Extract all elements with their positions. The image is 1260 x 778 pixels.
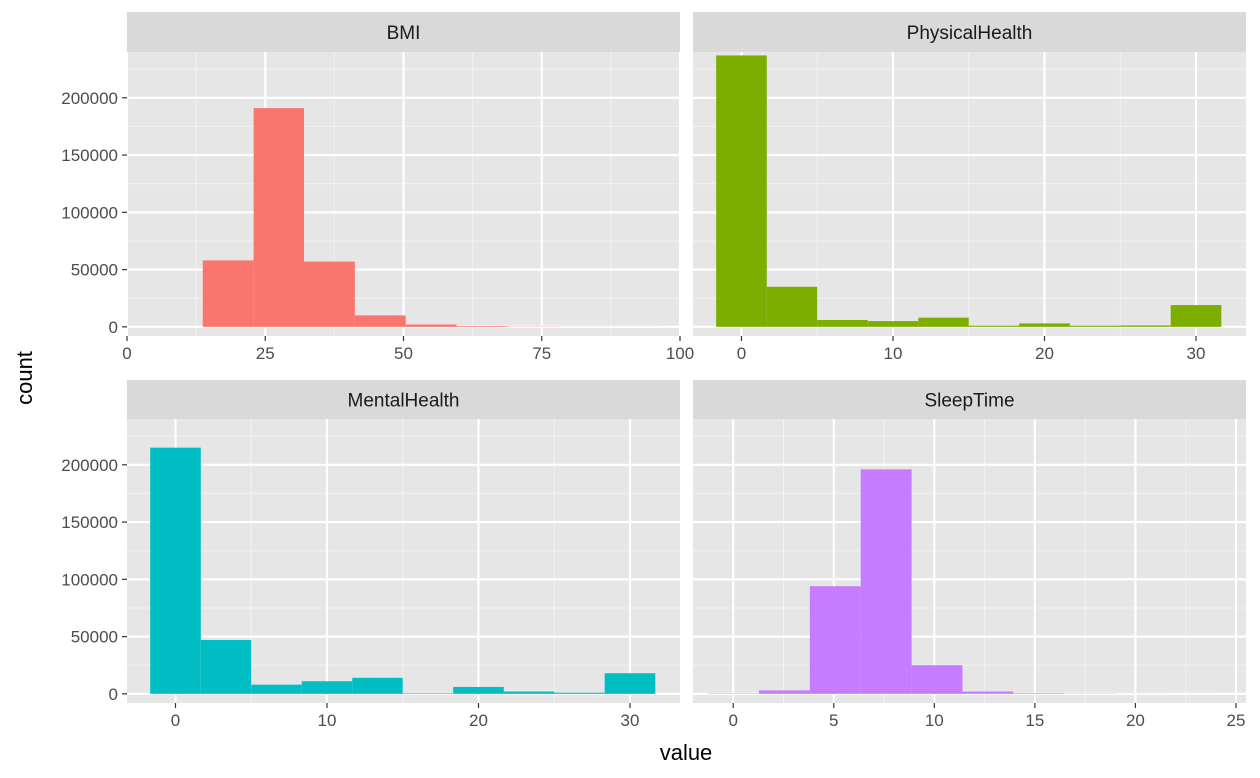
x-tick-label-mentalhealth-1: 10 [318, 711, 337, 730]
x-tick-label-sleeptime-2: 10 [925, 711, 944, 730]
x-tick-label-physicalhealth-3: 30 [1187, 344, 1206, 363]
y-tick-label-mentalhealth-3: 150000 [61, 513, 118, 532]
x-tick-label-bmi-1: 25 [256, 344, 275, 363]
facet-panel-sleeptime [693, 419, 1246, 703]
histogram-bar-bmi-2 [303, 261, 355, 327]
facet-strip-physicalhealth [693, 12, 1246, 52]
histogram-bar-mentalhealth-6 [453, 686, 504, 694]
x-tick-label-mentalhealth-0: 0 [171, 711, 180, 730]
histogram-bar-sleeptime-5 [962, 691, 1014, 694]
histogram-bar-mentalhealth-5 [402, 693, 454, 694]
histogram-bar-mentalhealth-7 [503, 691, 555, 694]
histogram-bar-bmi-4 [405, 324, 457, 327]
x-tick-label-physicalhealth-2: 20 [1035, 344, 1054, 363]
histogram-bar-physicalhealth-7 [1069, 325, 1121, 327]
x-tick-label-mentalhealth-3: 30 [621, 711, 640, 730]
histogram-bar-mentalhealth-0 [150, 447, 201, 694]
x-tick-label-sleeptime-1: 5 [829, 711, 838, 730]
facet-strip-mentalhealth [127, 380, 680, 419]
y-tick-label-mentalhealth-0: 0 [109, 685, 118, 704]
histogram-bar-bmi-1 [253, 108, 304, 327]
histogram-bar-physicalhealth-2 [817, 319, 868, 327]
x-tick-label-sleeptime-4: 20 [1126, 711, 1145, 730]
facet-strip-label-sleeptime: SleepTime [924, 391, 1014, 412]
facet-strip-label-physicalhealth: PhysicalHealth [907, 23, 1033, 44]
histogram-bar-mentalhealth-3 [301, 681, 353, 694]
histogram-bar-mentalhealth-1 [200, 640, 252, 694]
y-tick-label-bmi-0: 0 [109, 318, 118, 337]
x-tick-label-bmi-3: 75 [532, 344, 551, 363]
x-tick-label-sleeptime-5: 25 [1226, 711, 1245, 730]
facet-strip-bmi [127, 12, 680, 52]
histogram-bar-bmi-5 [456, 326, 508, 327]
x-tick-label-mentalhealth-2: 20 [469, 711, 488, 730]
x-tick-label-bmi-4: 100 [666, 344, 694, 363]
x-tick-label-sleeptime-0: 0 [728, 711, 737, 730]
y-axis-title: count [12, 351, 37, 405]
histogram-bar-sleeptime-4 [911, 665, 963, 694]
histogram-bar-bmi-3 [354, 315, 406, 327]
histogram-bar-sleeptime-6 [1013, 693, 1065, 694]
x-tick-label-sleeptime-3: 15 [1025, 711, 1044, 730]
facet-sleeptime: SleepTime 0 5 10 15 20 25 [693, 380, 1246, 730]
x-tick-label-bmi-2: 50 [394, 344, 413, 363]
histogram-bar-physicalhealth-8 [1120, 325, 1171, 327]
histogram-bar-physicalhealth-3 [867, 321, 919, 327]
facet-physicalhealth: PhysicalHealth 0 10 20 30 [693, 12, 1246, 363]
histogram-bar-physicalhealth-5 [968, 325, 1020, 327]
y-tick-label-mentalhealth-4: 200000 [61, 456, 118, 475]
histogram-bar-physicalhealth-1 [766, 286, 818, 327]
y-tick-label-bmi-4: 200000 [61, 89, 118, 108]
histogram-bar-physicalhealth-4 [918, 317, 969, 327]
histogram-bar-physicalhealth-0 [716, 55, 767, 327]
histogram-bar-sleeptime-2 [809, 586, 861, 694]
facet-bmi: BMI 0 25 50 75 100 0 50000 100000 150000 200000 [61, 12, 694, 363]
y-tick-label-mentalhealth-2: 100000 [61, 570, 118, 589]
histogram-bar-sleeptime-3 [860, 469, 912, 694]
histogram-bar-mentalhealth-9 [604, 673, 656, 694]
histogram-bar-mentalhealth-4 [352, 677, 403, 694]
x-tick-label-physicalhealth-0: 0 [737, 344, 746, 363]
histogram-bar-bmi-0 [202, 260, 254, 327]
y-tick-label-bmi-2: 100000 [61, 203, 118, 222]
y-tick-label-bmi-3: 150000 [61, 146, 118, 165]
facet-strip-label-mentalhealth: MentalHealth [348, 391, 460, 412]
facet-mentalhealth: MentalHealth 0 10 20 30 0 50000 100000 150000 200… [61, 380, 680, 730]
x-tick-label-physicalhealth-1: 10 [884, 344, 903, 363]
x-tick-label-bmi-0: 0 [122, 344, 131, 363]
histogram-bar-physicalhealth-6 [1019, 323, 1070, 327]
histogram-bar-physicalhealth-9 [1170, 305, 1222, 327]
y-tick-label-mentalhealth-1: 50000 [71, 628, 118, 647]
facet-strip-label-bmi: BMI [387, 23, 421, 44]
histogram-bar-mentalhealth-2 [251, 684, 302, 694]
histogram-bar-sleeptime-1 [758, 690, 810, 694]
histogram-bar-mentalhealth-8 [554, 692, 605, 694]
x-axis-title: value [660, 740, 713, 765]
facet-strip-sleeptime [693, 380, 1246, 419]
y-tick-label-bmi-1: 50000 [71, 261, 118, 280]
